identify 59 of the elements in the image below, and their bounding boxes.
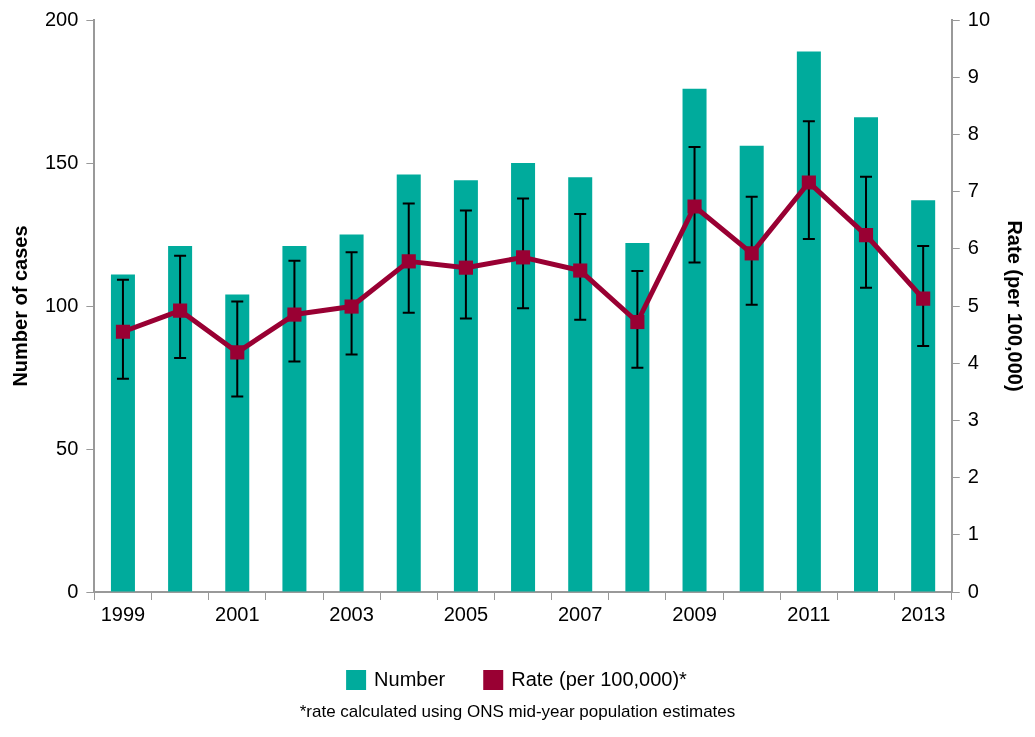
point (344, 299, 359, 314)
y2-axis-title: Rate (per 100,000) (1004, 220, 1027, 392)
point (858, 228, 874, 243)
y-axis-title: Number of cases (8, 225, 31, 387)
bar (854, 117, 879, 592)
y-tick-label: 100 (44, 293, 79, 316)
bar (625, 243, 650, 592)
bar (796, 51, 821, 592)
point (801, 175, 816, 190)
point (230, 345, 245, 360)
y2-tick-label: 0 (967, 579, 979, 602)
legend-label: Rate (per 100,000)* (511, 667, 688, 690)
y2-tick-label: 10 (967, 7, 990, 30)
bar (225, 294, 250, 592)
bar (339, 234, 364, 592)
bar (168, 245, 193, 592)
x-tick-label: 2013 (900, 602, 946, 625)
bar (396, 174, 421, 592)
y2-tick-label: 9 (967, 64, 979, 87)
y-tick-label: 200 (44, 7, 79, 30)
point (515, 250, 531, 265)
x-tick-label: 2009 (672, 602, 717, 625)
point (687, 199, 702, 214)
x-tick-label: 2003 (329, 602, 374, 625)
point (115, 324, 131, 339)
bar (511, 163, 536, 592)
y-tick-label: 150 (44, 150, 79, 173)
bar (282, 245, 307, 592)
point (630, 314, 645, 330)
y2-tick-label: 8 (967, 121, 979, 144)
point (573, 263, 588, 278)
y2-tick-label: 7 (967, 179, 979, 202)
point (744, 246, 759, 261)
bar (682, 88, 707, 592)
legend-label: Number (374, 667, 446, 690)
x-tick-label: 1999 (100, 602, 146, 625)
x-tick-label: 2001 (215, 602, 260, 625)
point (173, 303, 188, 318)
bar (739, 145, 764, 592)
y2-tick-label: 3 (967, 407, 979, 430)
y-tick-label: 50 (56, 436, 79, 459)
y2-tick-label: 2 (967, 465, 979, 488)
bar (911, 200, 936, 592)
y2-tick-label: 1 (967, 522, 979, 545)
y2-tick-label: 4 (967, 350, 979, 373)
point (916, 291, 931, 306)
y-tick-label: 0 (67, 579, 79, 602)
x-tick-label: 2007 (557, 602, 603, 625)
point (458, 260, 473, 275)
text: *rate calculated using ONS mid-year population estimates (298, 702, 737, 722)
point (287, 307, 302, 322)
bar (453, 180, 478, 592)
bar (110, 274, 135, 592)
y2-tick-label: 5 (967, 293, 979, 316)
x-tick-label: 2011 (787, 602, 831, 625)
x-tick-label: 2005 (443, 602, 489, 625)
bar (568, 177, 593, 592)
point (401, 254, 416, 269)
y2-tick-label: 6 (967, 236, 979, 259)
